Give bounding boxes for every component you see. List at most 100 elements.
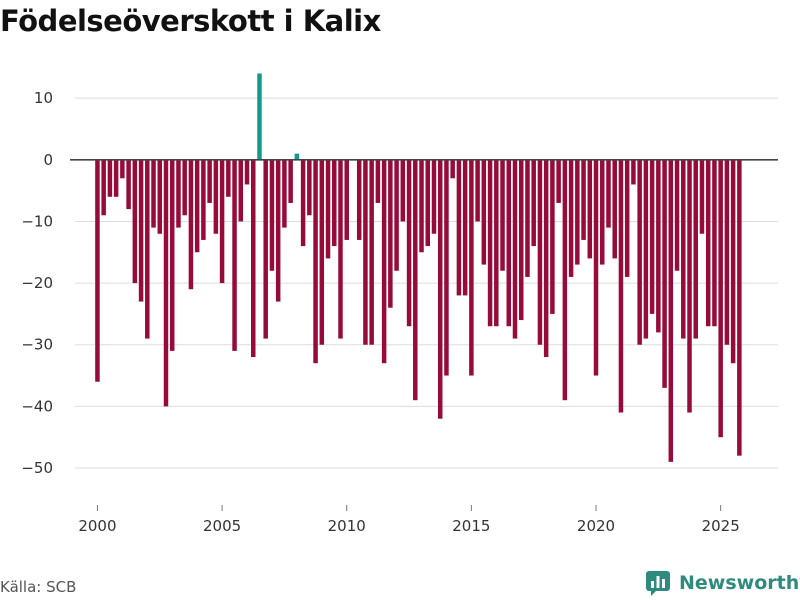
bar (649, 159, 655, 314)
bar (244, 159, 250, 185)
bar (456, 159, 462, 296)
bar (238, 159, 244, 222)
x-tick-label: 2000 (78, 517, 116, 535)
bar (169, 159, 175, 351)
bar (543, 159, 549, 358)
bar (568, 159, 574, 277)
bar (294, 153, 300, 160)
bar (95, 159, 100, 382)
bar (388, 159, 393, 308)
chart-title: Födelseöverskott i Kalix (0, 4, 381, 38)
bar (120, 159, 125, 179)
bar (375, 159, 381, 203)
bar (606, 159, 611, 228)
bar (300, 159, 306, 247)
source-note: Källa: SCB (0, 578, 77, 596)
bars (95, 73, 742, 462)
bar (618, 159, 624, 413)
bar (394, 159, 399, 271)
bar (356, 159, 362, 240)
bar (637, 159, 642, 345)
bar (481, 159, 487, 265)
y-tick-label: −10 (21, 212, 53, 230)
x-tick-label: 2020 (577, 517, 615, 535)
bar (656, 159, 661, 333)
bar (475, 159, 480, 222)
bar (263, 159, 268, 339)
bar (413, 159, 418, 401)
bar (307, 159, 312, 216)
bar (381, 159, 387, 364)
y-tick-label: −20 (21, 274, 53, 292)
bar (419, 159, 424, 253)
bar (151, 159, 156, 228)
bar (444, 159, 449, 376)
bar (512, 159, 518, 339)
bar (587, 159, 593, 259)
bar (487, 159, 493, 327)
bar (624, 159, 630, 277)
bar (612, 159, 617, 259)
bar (712, 159, 717, 327)
y-tick-label: −40 (21, 397, 53, 415)
bar (562, 159, 568, 401)
bar (201, 159, 206, 240)
bar (126, 159, 131, 210)
bar (332, 159, 337, 247)
bar (500, 159, 505, 271)
bar (363, 159, 368, 345)
bar (107, 159, 113, 197)
bar (462, 159, 468, 296)
bar (643, 159, 649, 339)
bar (431, 159, 437, 234)
y-tick-label: −30 (21, 336, 53, 354)
bar (581, 159, 586, 240)
bar (319, 159, 325, 345)
bar (194, 159, 200, 253)
bar (494, 159, 499, 327)
newsworthy-brand-text: Newsworthy (679, 572, 800, 594)
bar (269, 159, 275, 271)
bar (219, 159, 225, 284)
y-tick-label: −50 (21, 459, 53, 477)
bar (556, 159, 561, 203)
bar (531, 159, 536, 247)
bar (157, 159, 163, 234)
y-tick-label: 10 (34, 89, 53, 107)
bar (232, 159, 237, 351)
bar (525, 159, 530, 277)
bar (674, 159, 680, 271)
bar (737, 159, 742, 456)
y-axis: 10 0 −10 −20 −30 −40 −50 (21, 89, 53, 477)
bar (182, 159, 187, 216)
bar (705, 159, 711, 327)
bar (163, 159, 169, 407)
bar (325, 159, 331, 259)
bar (406, 159, 412, 327)
bar (550, 159, 555, 314)
x-tick-label: 2015 (452, 517, 490, 535)
bar (176, 159, 181, 228)
bar (369, 159, 374, 345)
bar (662, 159, 667, 388)
newsworthy-logo[interactable]: Newsworthy (645, 568, 800, 598)
bar (313, 159, 318, 364)
bar (518, 159, 524, 321)
bar (699, 159, 705, 234)
bar (668, 159, 674, 462)
bar (425, 159, 430, 247)
bar (631, 159, 636, 185)
bar (251, 159, 256, 358)
bar (207, 159, 212, 203)
bar (282, 159, 287, 228)
bar (257, 73, 262, 160)
bar (101, 159, 106, 216)
bar (506, 159, 512, 327)
bar (226, 159, 231, 197)
bar (687, 159, 692, 413)
bar (681, 159, 686, 339)
bar (724, 159, 730, 345)
x-axis: 2000 2005 2010 2015 2020 2025 (78, 505, 740, 535)
bar (730, 159, 736, 364)
